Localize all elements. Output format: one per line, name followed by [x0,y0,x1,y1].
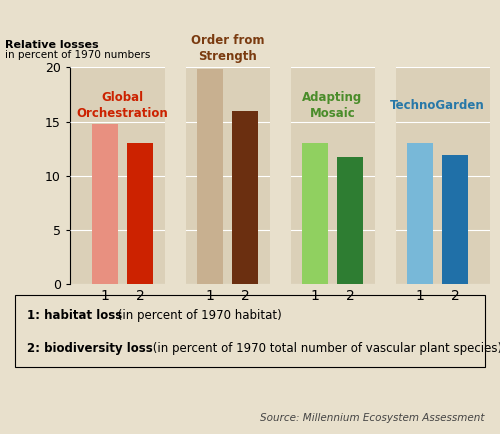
Bar [186,67,270,284]
Bar [164,67,186,284]
Bar [396,67,479,284]
Text: Global
Orchestration: Global Orchestration [76,91,168,120]
Text: (in percent of 1970 habitat): (in percent of 1970 habitat) [114,309,282,322]
Bar [407,143,433,284]
Bar [232,111,258,284]
Bar [270,67,290,284]
Bar [80,67,164,284]
Bar [92,124,118,284]
Text: TechnoGarden: TechnoGarden [390,99,485,112]
Text: (in percent of 1970 total number of vascular plant species): (in percent of 1970 total number of vasc… [149,342,500,355]
Bar [442,155,468,284]
Text: in percent of 1970 numbers: in percent of 1970 numbers [5,50,150,60]
Text: Source: Millennium Ecosystem Assessment: Source: Millennium Ecosystem Assessment [260,413,485,423]
Text: Order from
Strength: Order from Strength [191,34,264,63]
Bar [302,143,328,284]
Bar [197,69,223,284]
Text: 1: habitat loss: 1: habitat loss [27,309,122,322]
Bar [127,143,153,284]
Bar [337,158,363,284]
Text: 2: biodiversity loss: 2: biodiversity loss [27,342,152,355]
Text: Adapting
Mosaic: Adapting Mosaic [302,91,362,120]
Text: Relative losses: Relative losses [5,40,98,50]
Bar [290,67,374,284]
Bar [374,67,396,284]
